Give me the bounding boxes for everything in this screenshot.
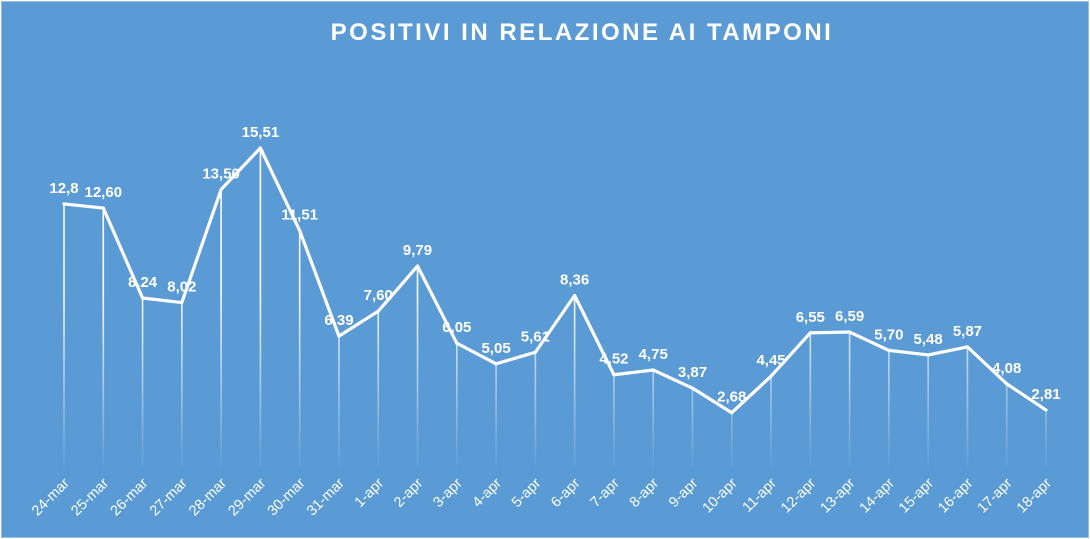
line-segment-3-apr-4-apr — [455, 341, 498, 366]
data-label-10-apr: 2,68 — [717, 389, 746, 406]
data-label-17-apr: 4,08 — [992, 360, 1021, 377]
data-label-12-apr: 6,55 — [796, 309, 825, 326]
data-label-7-apr: 4,52 — [599, 351, 628, 368]
line-segment-25-mar-26-mar — [101, 206, 145, 300]
data-label-4-apr: 5,05 — [481, 340, 510, 357]
data-label-18-apr: 2,81 — [1031, 386, 1060, 403]
data-label-16-apr: 5,87 — [953, 323, 982, 340]
line-segment-11-apr-12-apr — [769, 331, 812, 378]
data-label-28-mar: 13,50 — [202, 165, 240, 182]
line-segment-27-mar-28-mar — [180, 187, 223, 305]
line-segment-2-apr-3-apr — [415, 264, 459, 345]
data-label-15-apr: 5,48 — [914, 331, 943, 348]
data-label-5-apr: 5,61 — [521, 328, 550, 345]
data-label-6-apr: 8,36 — [560, 272, 589, 289]
data-label-14-apr: 5,70 — [874, 326, 903, 343]
line-segment-15-apr-16-apr — [926, 345, 970, 357]
line-segment-12-apr-13-apr — [808, 330, 852, 335]
data-label-27-mar: 8,02 — [167, 279, 196, 296]
data-labels: 12,8 12,60 8,24 8,02 13,50 15,51 11,51 6,39 7,60… — [49, 124, 1060, 406]
data-label-30-mar: 11,51 — [281, 207, 318, 224]
data-label-31-mar: 6,39 — [324, 312, 353, 329]
data-label-11-apr: 4,45 — [756, 352, 785, 369]
drop-lines — [63, 148, 1047, 468]
data-label-25-mar: 12,60 — [85, 184, 123, 201]
line-segment-9-apr-10-apr — [690, 386, 734, 415]
data-label-29-mar: 15,51 — [242, 124, 280, 141]
data-label-2-apr: 9,79 — [403, 242, 432, 259]
line-segment-7-apr-8-apr — [612, 368, 655, 377]
line-segment-14-apr-15-apr — [887, 348, 930, 357]
line-segment-6-apr-7-apr — [573, 293, 616, 377]
data-label-13-apr: 6,59 — [835, 308, 864, 325]
line-segment-28-mar-29-mar — [219, 146, 262, 192]
data-label-3-apr: 6,05 — [442, 319, 471, 336]
data-label-1-apr: 7,60 — [364, 287, 393, 304]
line-segment-26-mar-27-mar — [140, 296, 184, 305]
line-segment-29-mar-30-mar — [258, 146, 302, 233]
line-segment-24-mar-25-mar — [62, 202, 105, 210]
line-segment-16-apr-17-apr — [965, 345, 1009, 386]
line-segment-1-apr-2-apr — [376, 264, 420, 313]
series-line — [62, 146, 1048, 415]
line-segment-4-apr-5-apr — [494, 350, 537, 366]
line-segment-5-apr-6-apr — [533, 293, 577, 354]
line-segment-31-mar-1-apr — [337, 309, 380, 338]
chart-title: POSITIVI IN RELAZIONE AI TAMPONI — [331, 19, 834, 46]
line-segment-13-apr-14-apr — [847, 330, 891, 352]
data-label-8-apr: 4,75 — [639, 346, 668, 363]
line-segment-8-apr-9-apr — [651, 368, 695, 390]
data-label-24-mar: 12,8 — [49, 180, 78, 197]
data-label-9-apr: 3,87 — [678, 364, 707, 381]
line-segment-30-mar-31-mar — [298, 228, 341, 338]
data-label-26-mar: 8,24 — [128, 274, 158, 291]
line-segment-10-apr-11-apr — [730, 374, 773, 415]
line-segment-17-apr-18-apr — [1005, 382, 1048, 412]
